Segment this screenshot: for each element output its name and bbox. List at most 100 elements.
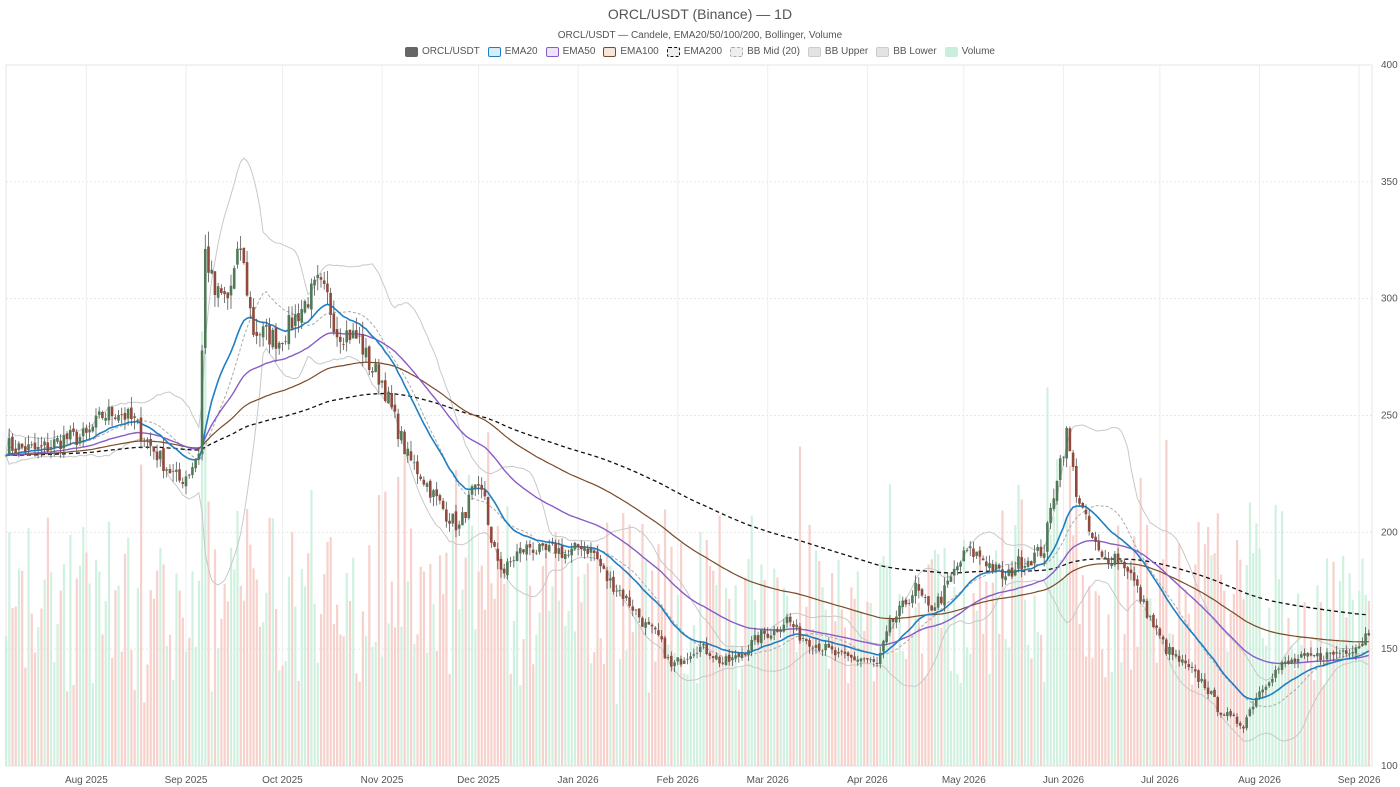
candle-body bbox=[772, 629, 776, 636]
volume-bar bbox=[972, 593, 975, 766]
candle-body bbox=[1155, 625, 1158, 628]
x-tick-label: Nov 2025 bbox=[361, 775, 404, 786]
x-tick-label: Sep 2025 bbox=[165, 775, 208, 786]
volume-bar bbox=[834, 621, 837, 766]
volume-bar bbox=[284, 660, 287, 766]
candle-body bbox=[753, 635, 757, 641]
volume-bar bbox=[1306, 673, 1309, 766]
candle-body bbox=[824, 643, 827, 651]
volume-bar bbox=[509, 673, 512, 766]
candle-body bbox=[1193, 669, 1197, 672]
volume-bar bbox=[1281, 511, 1284, 766]
volume-bar bbox=[1094, 591, 1097, 766]
candle-body bbox=[830, 646, 834, 650]
candle-body bbox=[1171, 647, 1175, 655]
volume-bar bbox=[532, 664, 535, 766]
candle-body bbox=[97, 411, 101, 415]
candle-body bbox=[682, 660, 686, 664]
y-tick-label: 200 bbox=[1381, 527, 1398, 538]
volume-bar bbox=[744, 577, 747, 766]
candle-body bbox=[483, 490, 487, 497]
legend-item[interactable]: EMA20 bbox=[487, 46, 538, 57]
candle-body bbox=[541, 543, 545, 546]
volume-bar bbox=[708, 566, 712, 766]
candle-body bbox=[869, 659, 872, 661]
candle-body bbox=[644, 622, 647, 628]
volume-bar bbox=[422, 571, 426, 766]
volume-bar bbox=[679, 542, 683, 766]
volume-bar bbox=[1338, 581, 1342, 766]
candle-body bbox=[628, 597, 631, 606]
ema20-line bbox=[5, 303, 1370, 701]
bb-mid-line bbox=[5, 291, 1369, 708]
x-tick-label: Jul 2026 bbox=[1141, 775, 1179, 786]
candle-body bbox=[891, 618, 895, 622]
volume-bar bbox=[252, 568, 255, 766]
volume-bar bbox=[737, 689, 741, 766]
volume-bar bbox=[94, 559, 98, 766]
candle-body bbox=[210, 269, 214, 274]
volume-bar bbox=[329, 537, 332, 766]
candle-body bbox=[911, 595, 914, 604]
volume-bar bbox=[1033, 595, 1036, 766]
legend-item[interactable]: BB Mid (20) bbox=[730, 46, 800, 57]
volume-bar bbox=[599, 638, 602, 766]
candle-body bbox=[178, 469, 181, 481]
volume-bar bbox=[1313, 680, 1316, 766]
x-tick-label: Feb 2026 bbox=[657, 775, 700, 786]
candle-body bbox=[361, 334, 365, 355]
candle-body bbox=[56, 437, 59, 442]
candle-body bbox=[1319, 653, 1322, 661]
volume-bar bbox=[718, 515, 721, 766]
volume-bar bbox=[612, 580, 615, 766]
candle-body bbox=[396, 413, 400, 440]
volume-bar bbox=[406, 581, 409, 766]
candle-body bbox=[692, 654, 696, 656]
volume-bar bbox=[255, 579, 258, 766]
candle-body bbox=[258, 334, 262, 336]
volume-bar bbox=[1142, 608, 1145, 766]
candle-body bbox=[1084, 509, 1088, 515]
volume-bar bbox=[937, 553, 940, 766]
volume-bar bbox=[544, 553, 548, 766]
candle-body bbox=[608, 578, 612, 581]
volume-bar bbox=[638, 624, 641, 766]
candle-body bbox=[731, 657, 734, 661]
candle-body bbox=[14, 448, 17, 453]
candle-body bbox=[760, 629, 763, 644]
candle-body bbox=[194, 459, 197, 469]
x-tick-label: Jun 2026 bbox=[1043, 775, 1085, 786]
volume-bar bbox=[146, 664, 149, 766]
candle-body bbox=[40, 445, 43, 447]
volume-bar bbox=[1223, 590, 1226, 766]
legend-item[interactable]: ORCL/USDT bbox=[405, 46, 480, 57]
legend-item[interactable]: Volume bbox=[944, 46, 995, 57]
volume-bar bbox=[561, 546, 564, 766]
volume-bar bbox=[229, 547, 233, 766]
candle-body bbox=[875, 662, 879, 664]
volume-bar bbox=[1184, 589, 1187, 766]
volume-bar bbox=[647, 692, 651, 766]
legend-item[interactable]: EMA100 bbox=[603, 46, 659, 57]
candle-body bbox=[184, 476, 188, 487]
volume-bar bbox=[1139, 477, 1142, 766]
legend-item[interactable]: BB Lower bbox=[876, 46, 937, 57]
volume-bar bbox=[516, 553, 519, 766]
legend-item[interactable]: EMA200 bbox=[666, 46, 722, 57]
volume-bar bbox=[741, 667, 744, 766]
candle-body bbox=[1039, 546, 1043, 557]
legend-item[interactable]: BB Upper bbox=[807, 46, 868, 57]
volume-bar bbox=[287, 576, 291, 766]
candle-body bbox=[975, 551, 978, 556]
candle-body bbox=[65, 433, 69, 440]
candle-body bbox=[795, 624, 798, 628]
volume-bar bbox=[1117, 525, 1120, 766]
candle-body bbox=[43, 441, 46, 446]
candle-body bbox=[78, 436, 82, 444]
volume-bar bbox=[1203, 544, 1207, 766]
candle-body bbox=[1177, 655, 1181, 662]
candle-body bbox=[853, 656, 856, 661]
candle-body bbox=[846, 652, 850, 656]
candle-body bbox=[1364, 633, 1367, 646]
legend-item[interactable]: EMA50 bbox=[545, 46, 595, 57]
